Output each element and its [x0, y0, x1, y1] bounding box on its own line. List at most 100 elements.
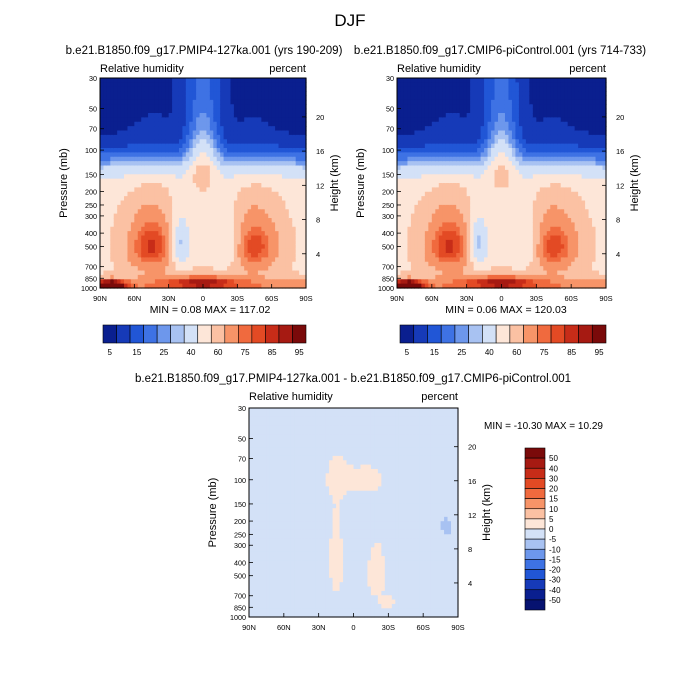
heatmap-cell: [518, 204, 523, 210]
heatmap-cell: [532, 139, 537, 145]
heatmap-cell: [230, 283, 235, 289]
heatmap-cell: [529, 239, 534, 245]
heatmap-cell: [127, 152, 132, 158]
heatmap-cell: [487, 213, 492, 219]
y-axis-title: Pressure (mb): [58, 148, 70, 218]
heatmap-cell: [240, 244, 245, 250]
heatmap-cell: [480, 104, 485, 110]
heatmap-cell: [442, 200, 447, 206]
heatmap-cell: [421, 231, 426, 237]
heatmap-cell: [209, 86, 214, 92]
heatmap-cell: [442, 108, 447, 114]
heatmap-cell: [117, 143, 122, 149]
heatmap-cell: [223, 244, 228, 250]
heatmap-cell: [410, 218, 416, 223]
heatmap-cell: [532, 152, 537, 158]
heatmap-cell: [264, 187, 269, 193]
heatmap-cell: [237, 143, 242, 149]
heatmap-cell: [515, 183, 520, 188]
heatmap-cell: [421, 104, 426, 110]
heatmap-cell: [410, 134, 416, 140]
heatmap-cell: [477, 274, 482, 280]
heatmap-cell: [452, 213, 457, 219]
heatmap-cell: [154, 239, 159, 245]
heatmap-cell: [285, 209, 290, 215]
heatmap-cell: [165, 143, 170, 149]
heatmap-cell: [268, 270, 273, 276]
heatmap-cell: [498, 174, 503, 180]
heatmap-cell: [435, 253, 440, 258]
heatmap-cell: [508, 231, 513, 237]
heatmap-cell: [199, 134, 204, 140]
heatmap-cell: [158, 178, 163, 184]
heatmap-cell: [110, 174, 115, 180]
heatmap-cell: [397, 78, 402, 83]
heatmap-cell: [251, 113, 256, 118]
heatmap-cell: [424, 183, 429, 188]
heatmap-cell: [299, 113, 304, 118]
heatmap-cell: [230, 231, 235, 237]
heatmap-cell: [292, 134, 297, 140]
heatmap-cell: [106, 169, 111, 175]
heatmap-cell: [244, 274, 249, 280]
x-tick-label: 0: [201, 294, 205, 303]
heatmap-cell: [445, 274, 450, 280]
heatmap-cell: [480, 248, 485, 254]
heatmap-cell: [449, 156, 454, 162]
heatmap-cell: [257, 161, 262, 167]
heatmap-cell: [141, 126, 146, 132]
heatmap-cell: [130, 143, 135, 149]
heatmap-cell: [233, 248, 238, 254]
heatmap-cell: [288, 95, 293, 101]
heatmap-cell: [120, 187, 125, 193]
heatmap-cell: [206, 95, 211, 101]
heatmap-cell: [532, 121, 537, 127]
heatmap-cell: [178, 174, 183, 180]
heatmap-cell: [110, 86, 115, 92]
heatmap-cell: [539, 174, 544, 180]
heatmap-cell: [240, 108, 245, 114]
heatmap-cell: [522, 226, 527, 232]
heatmap-cell: [508, 156, 513, 162]
heatmap-cell: [103, 261, 108, 267]
heatmap-cell: [501, 161, 506, 167]
heatmap-cell: [100, 108, 105, 114]
heatmap-cell: [271, 257, 276, 263]
y2-tick-label: 16: [316, 147, 324, 156]
heatmap-cell: [421, 113, 426, 118]
heatmap-cell: [400, 86, 405, 92]
heatmap-cell: [438, 222, 443, 228]
heatmap-cell: [424, 200, 429, 206]
heatmap-cell: [414, 187, 419, 193]
heatmap-cell: [466, 143, 471, 149]
heatmap-cell: [299, 148, 304, 153]
heatmap-cell: [151, 266, 156, 272]
heatmap-cell: [264, 244, 269, 250]
heatmap-cell: [487, 99, 492, 105]
heatmap-cell: [466, 218, 471, 223]
heatmap-cell: [264, 279, 269, 285]
heatmap-cell: [522, 274, 527, 280]
heatmap-cell: [196, 95, 201, 101]
heatmap-cell: [134, 183, 139, 188]
heatmap-cell: [417, 178, 422, 184]
heatmap-cell: [299, 244, 304, 250]
heatmap-cell: [543, 82, 548, 88]
heatmap-cell: [508, 239, 513, 245]
heatmap-cell: [473, 82, 478, 88]
heatmap-cell: [151, 152, 156, 158]
heatmap-cell: [421, 213, 426, 219]
heatmap-cell: [175, 165, 180, 171]
heatmap-cell: [144, 78, 149, 83]
heatmap-cell: [264, 139, 269, 145]
heatmap-cell: [491, 108, 496, 114]
heatmap-cell: [165, 121, 170, 127]
heatmap-cell: [397, 165, 402, 171]
heatmap-cell: [288, 108, 293, 114]
heatmap-cell: [438, 191, 443, 197]
heatmap-cell: [220, 244, 225, 250]
heatmap-cell: [196, 113, 201, 118]
heatmap-cell: [103, 86, 108, 92]
heatmap-cell: [508, 226, 513, 232]
heatmap-cell: [285, 244, 290, 250]
